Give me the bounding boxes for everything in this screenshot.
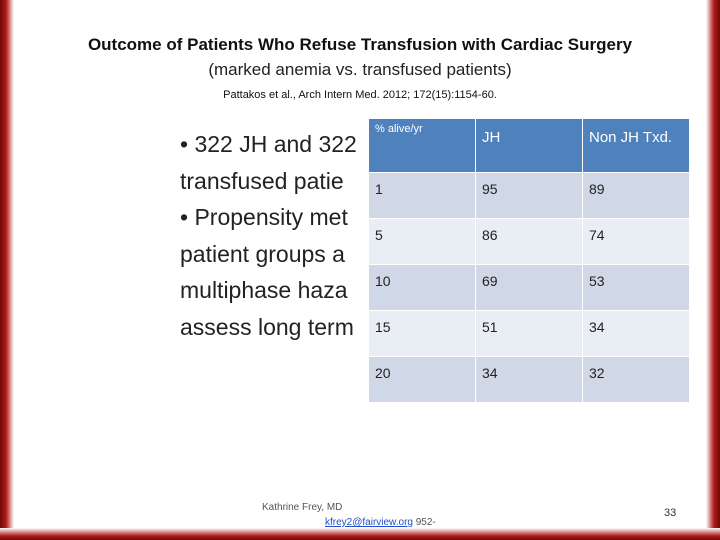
table-cell: 1 [368,172,476,219]
table-cell: 20 [368,356,476,403]
header-cell: JH [475,118,583,173]
table-cell: 51 [475,310,583,357]
page-number: 33 [664,507,677,519]
bullet-line: • Propensity met [180,204,348,230]
table-cell: 34 [475,356,583,403]
slide-title: Outcome of Patients Who Refuse Transfusi… [87,35,633,54]
slide-subtitle: (marked anemia vs. transfused patients) [208,60,512,79]
citation: Pattakos et al., Arch Intern Med. 2012; … [223,89,497,101]
bullet-line: transfused patie [180,167,344,194]
table-row: 15 51 34 [368,310,690,357]
frame-band [0,528,720,540]
bullet-line: assess long term [180,313,354,340]
table-cell: 86 [475,218,583,265]
table-cell: 34 [582,310,690,357]
table-cell: 32 [582,356,690,403]
header-cell: % alive/yr [368,118,476,173]
table-cell: 95 [475,172,583,219]
table-row: 5 86 74 [368,218,690,265]
table-row: 20 34 32 [368,356,690,403]
bullet-line: multiphase haza [180,277,348,303]
table-cell: 89 [582,172,690,219]
table-cell: 53 [582,264,690,311]
bullet-text: • 322 JH and 322 transfused patie • Propen… [180,126,357,345]
table-cell: 10 [368,264,476,311]
table-cell: 15 [368,310,476,357]
header-row: % alive/yr JH Non JH Txd. [368,118,690,173]
table-cell: 69 [475,264,583,311]
table-row: 1 95 89 [368,172,690,219]
author: Kathrine Frey, MD [262,502,343,513]
survival-table: % alive/yr JH Non JH Txd. 1 95 89 5 86 74 10 69 53 1… [368,118,690,403]
table-cell: 5 [368,218,476,265]
table-row: 10 69 53 [368,264,690,311]
bullet-line: • 322 JH and 322 [180,131,357,157]
table-cell: 74 [582,218,690,265]
bullet-line: patient groups a [180,240,345,267]
header-cell: Non JH Txd. [582,118,690,173]
email-link[interactable]: kfrey2@fairview.org [325,517,413,528]
